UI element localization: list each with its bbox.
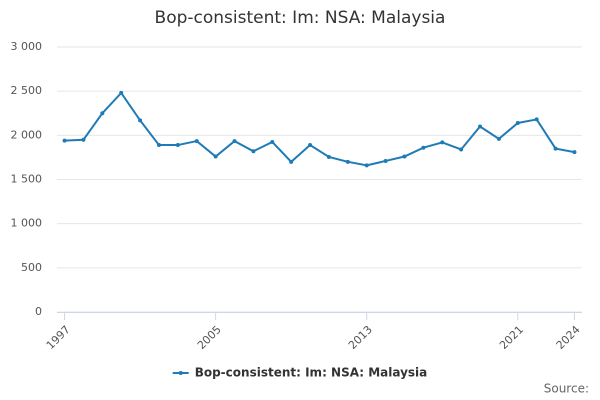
x-tick-label: 2021 xyxy=(497,323,526,352)
y-tick-label: 0 xyxy=(35,305,42,318)
point xyxy=(251,149,256,154)
point xyxy=(383,158,388,163)
point xyxy=(194,139,199,144)
point xyxy=(175,143,180,148)
point xyxy=(421,145,426,150)
point xyxy=(572,150,577,155)
y-tick-label: 3 000 xyxy=(11,40,43,53)
point xyxy=(553,146,558,151)
x-tick-label: 2024 xyxy=(554,323,583,352)
point xyxy=(81,137,86,142)
point xyxy=(364,163,369,168)
y-tick-label: 1 500 xyxy=(11,173,43,186)
point xyxy=(515,120,520,125)
point xyxy=(478,124,483,129)
y-tick-label: 1 000 xyxy=(11,217,43,230)
point xyxy=(119,90,124,95)
legend-label: Bop-consistent: Im: NSA: Malaysia xyxy=(195,366,428,380)
x-tick-label: 2005 xyxy=(195,323,224,352)
point xyxy=(345,159,350,164)
point xyxy=(440,140,445,145)
y-tick-label: 2 000 xyxy=(11,128,43,141)
x-tick-label: 1997 xyxy=(44,323,73,352)
point xyxy=(100,111,105,116)
point xyxy=(289,159,294,164)
point xyxy=(62,138,67,143)
line xyxy=(64,91,575,167)
point xyxy=(308,143,313,148)
point xyxy=(232,139,237,144)
point xyxy=(459,147,464,152)
y-tick-label: 500 xyxy=(21,261,42,274)
y-tick-label: 2 500 xyxy=(11,84,43,97)
legend-marker xyxy=(178,371,183,375)
point xyxy=(270,139,275,144)
point xyxy=(534,117,539,122)
point xyxy=(326,154,331,159)
x-tick-label: 2013 xyxy=(346,323,375,352)
chart-title: Bop-consistent: Im: NSA: Malaysia xyxy=(155,8,446,28)
source: Source: xyxy=(544,382,589,396)
point xyxy=(213,154,218,159)
point xyxy=(402,154,407,159)
point xyxy=(156,143,161,148)
point xyxy=(496,136,501,141)
point xyxy=(138,118,143,123)
